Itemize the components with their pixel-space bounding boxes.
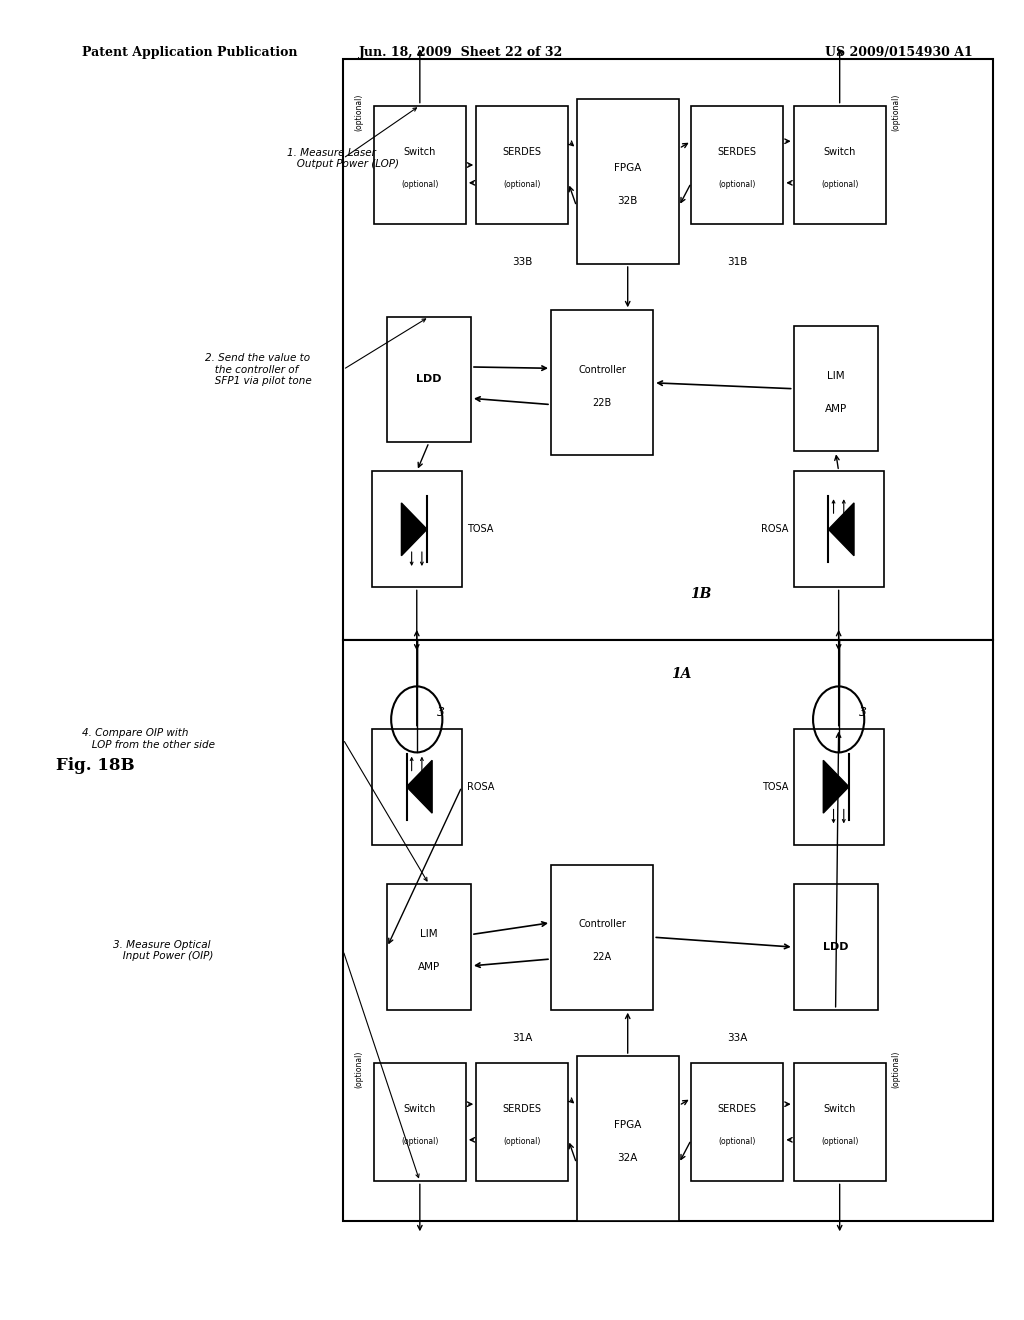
Text: 32A: 32A bbox=[617, 1154, 638, 1163]
FancyBboxPatch shape bbox=[794, 106, 886, 224]
Text: (optional): (optional) bbox=[821, 181, 858, 189]
Text: 2. Send the value to
   the controller of
   SFP1 via pilot tone: 2. Send the value to the controller of S… bbox=[205, 352, 311, 387]
FancyBboxPatch shape bbox=[343, 640, 993, 1221]
FancyBboxPatch shape bbox=[343, 59, 993, 640]
FancyBboxPatch shape bbox=[551, 865, 653, 1010]
Text: LIM: LIM bbox=[826, 371, 845, 380]
Text: 3. Measure Optical
   Input Power (OIP): 3. Measure Optical Input Power (OIP) bbox=[113, 940, 213, 961]
Text: (optional): (optional) bbox=[401, 181, 438, 189]
Text: 1B: 1B bbox=[690, 586, 712, 601]
FancyBboxPatch shape bbox=[372, 471, 462, 587]
FancyBboxPatch shape bbox=[794, 729, 884, 845]
Text: 3: 3 bbox=[859, 706, 867, 719]
Text: (optional): (optional) bbox=[401, 1138, 438, 1146]
Text: Switch: Switch bbox=[823, 1104, 856, 1114]
FancyBboxPatch shape bbox=[691, 1063, 783, 1181]
Text: SERDES: SERDES bbox=[503, 147, 542, 157]
FancyBboxPatch shape bbox=[476, 106, 568, 224]
Text: (optional): (optional) bbox=[719, 181, 756, 189]
Polygon shape bbox=[401, 503, 427, 556]
FancyBboxPatch shape bbox=[794, 884, 878, 1010]
Text: LDD: LDD bbox=[823, 942, 848, 952]
Text: LIM: LIM bbox=[420, 929, 438, 939]
Text: Fig. 18B: Fig. 18B bbox=[56, 758, 135, 774]
Polygon shape bbox=[828, 503, 854, 556]
FancyBboxPatch shape bbox=[387, 884, 471, 1010]
Text: 31A: 31A bbox=[512, 1032, 532, 1043]
FancyBboxPatch shape bbox=[577, 1056, 679, 1221]
Text: 22B: 22B bbox=[593, 397, 611, 408]
Text: 1A: 1A bbox=[671, 667, 691, 681]
FancyBboxPatch shape bbox=[387, 317, 471, 442]
Text: 33A: 33A bbox=[727, 1032, 748, 1043]
Text: 1. Measure Laser
   Output Power (LOP): 1. Measure Laser Output Power (LOP) bbox=[287, 148, 398, 169]
Polygon shape bbox=[407, 760, 432, 813]
Text: (optional): (optional) bbox=[504, 181, 541, 189]
Text: FPGA: FPGA bbox=[614, 164, 641, 173]
Text: Switch: Switch bbox=[403, 147, 436, 157]
Text: TOSA: TOSA bbox=[762, 781, 788, 792]
FancyBboxPatch shape bbox=[794, 471, 884, 587]
Polygon shape bbox=[823, 760, 849, 813]
FancyBboxPatch shape bbox=[691, 106, 783, 224]
Text: FPGA: FPGA bbox=[614, 1121, 641, 1130]
Text: (optional): (optional) bbox=[354, 1051, 364, 1088]
FancyBboxPatch shape bbox=[577, 99, 679, 264]
Text: Switch: Switch bbox=[403, 1104, 436, 1114]
Text: AMP: AMP bbox=[418, 962, 440, 972]
Text: Controller: Controller bbox=[579, 919, 626, 929]
Text: 4. Compare OIP with
   LOP from the other side: 4. Compare OIP with LOP from the other s… bbox=[82, 729, 215, 750]
Text: ROSA: ROSA bbox=[761, 524, 788, 535]
Text: 32B: 32B bbox=[617, 197, 638, 206]
FancyBboxPatch shape bbox=[551, 310, 653, 455]
Text: (optional): (optional) bbox=[504, 1138, 541, 1146]
FancyBboxPatch shape bbox=[794, 1063, 886, 1181]
Text: ROSA: ROSA bbox=[467, 781, 495, 792]
Text: Switch: Switch bbox=[823, 147, 856, 157]
Text: SERDES: SERDES bbox=[718, 147, 757, 157]
Text: (optional): (optional) bbox=[891, 1051, 900, 1088]
Text: SERDES: SERDES bbox=[503, 1104, 542, 1114]
FancyBboxPatch shape bbox=[374, 106, 466, 224]
Text: SERDES: SERDES bbox=[718, 1104, 757, 1114]
Text: US 2009/0154930 A1: US 2009/0154930 A1 bbox=[825, 46, 973, 59]
Text: LDD: LDD bbox=[417, 375, 441, 384]
Text: 22A: 22A bbox=[593, 952, 611, 962]
FancyBboxPatch shape bbox=[372, 729, 462, 845]
FancyBboxPatch shape bbox=[374, 1063, 466, 1181]
Text: Patent Application Publication: Patent Application Publication bbox=[82, 46, 297, 59]
Text: (optional): (optional) bbox=[821, 1138, 858, 1146]
Text: Controller: Controller bbox=[579, 364, 626, 375]
Text: TOSA: TOSA bbox=[467, 524, 494, 535]
Text: Jun. 18, 2009  Sheet 22 of 32: Jun. 18, 2009 Sheet 22 of 32 bbox=[358, 46, 563, 59]
Text: 31B: 31B bbox=[727, 257, 748, 268]
Text: (optional): (optional) bbox=[719, 1138, 756, 1146]
Text: (optional): (optional) bbox=[891, 94, 900, 131]
Text: AMP: AMP bbox=[824, 404, 847, 413]
Text: (optional): (optional) bbox=[354, 94, 364, 131]
Text: 33B: 33B bbox=[512, 257, 532, 268]
FancyBboxPatch shape bbox=[476, 1063, 568, 1181]
Text: 3: 3 bbox=[437, 706, 445, 719]
FancyBboxPatch shape bbox=[794, 326, 878, 451]
